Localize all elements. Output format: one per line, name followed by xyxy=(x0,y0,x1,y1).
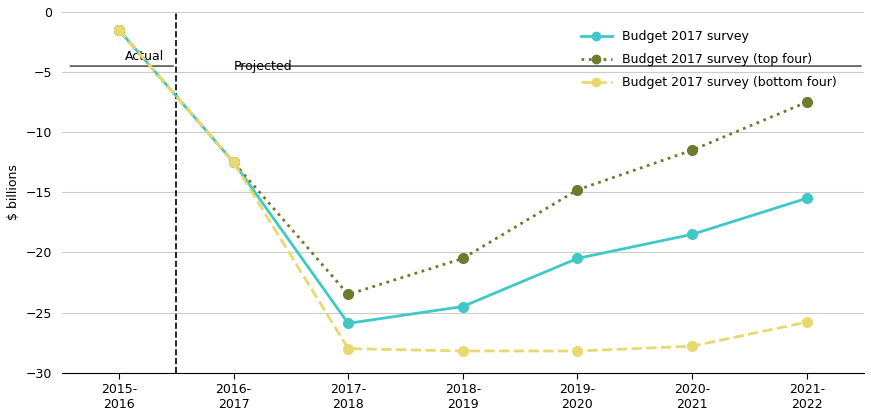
Text: Projected: Projected xyxy=(233,60,292,73)
Y-axis label: $ billions: $ billions xyxy=(7,164,20,220)
Legend: Budget 2017 survey, Budget 2017 survey (top four), Budget 2017 survey (bottom fo: Budget 2017 survey, Budget 2017 survey (… xyxy=(576,25,841,94)
Text: Actual: Actual xyxy=(125,50,164,63)
